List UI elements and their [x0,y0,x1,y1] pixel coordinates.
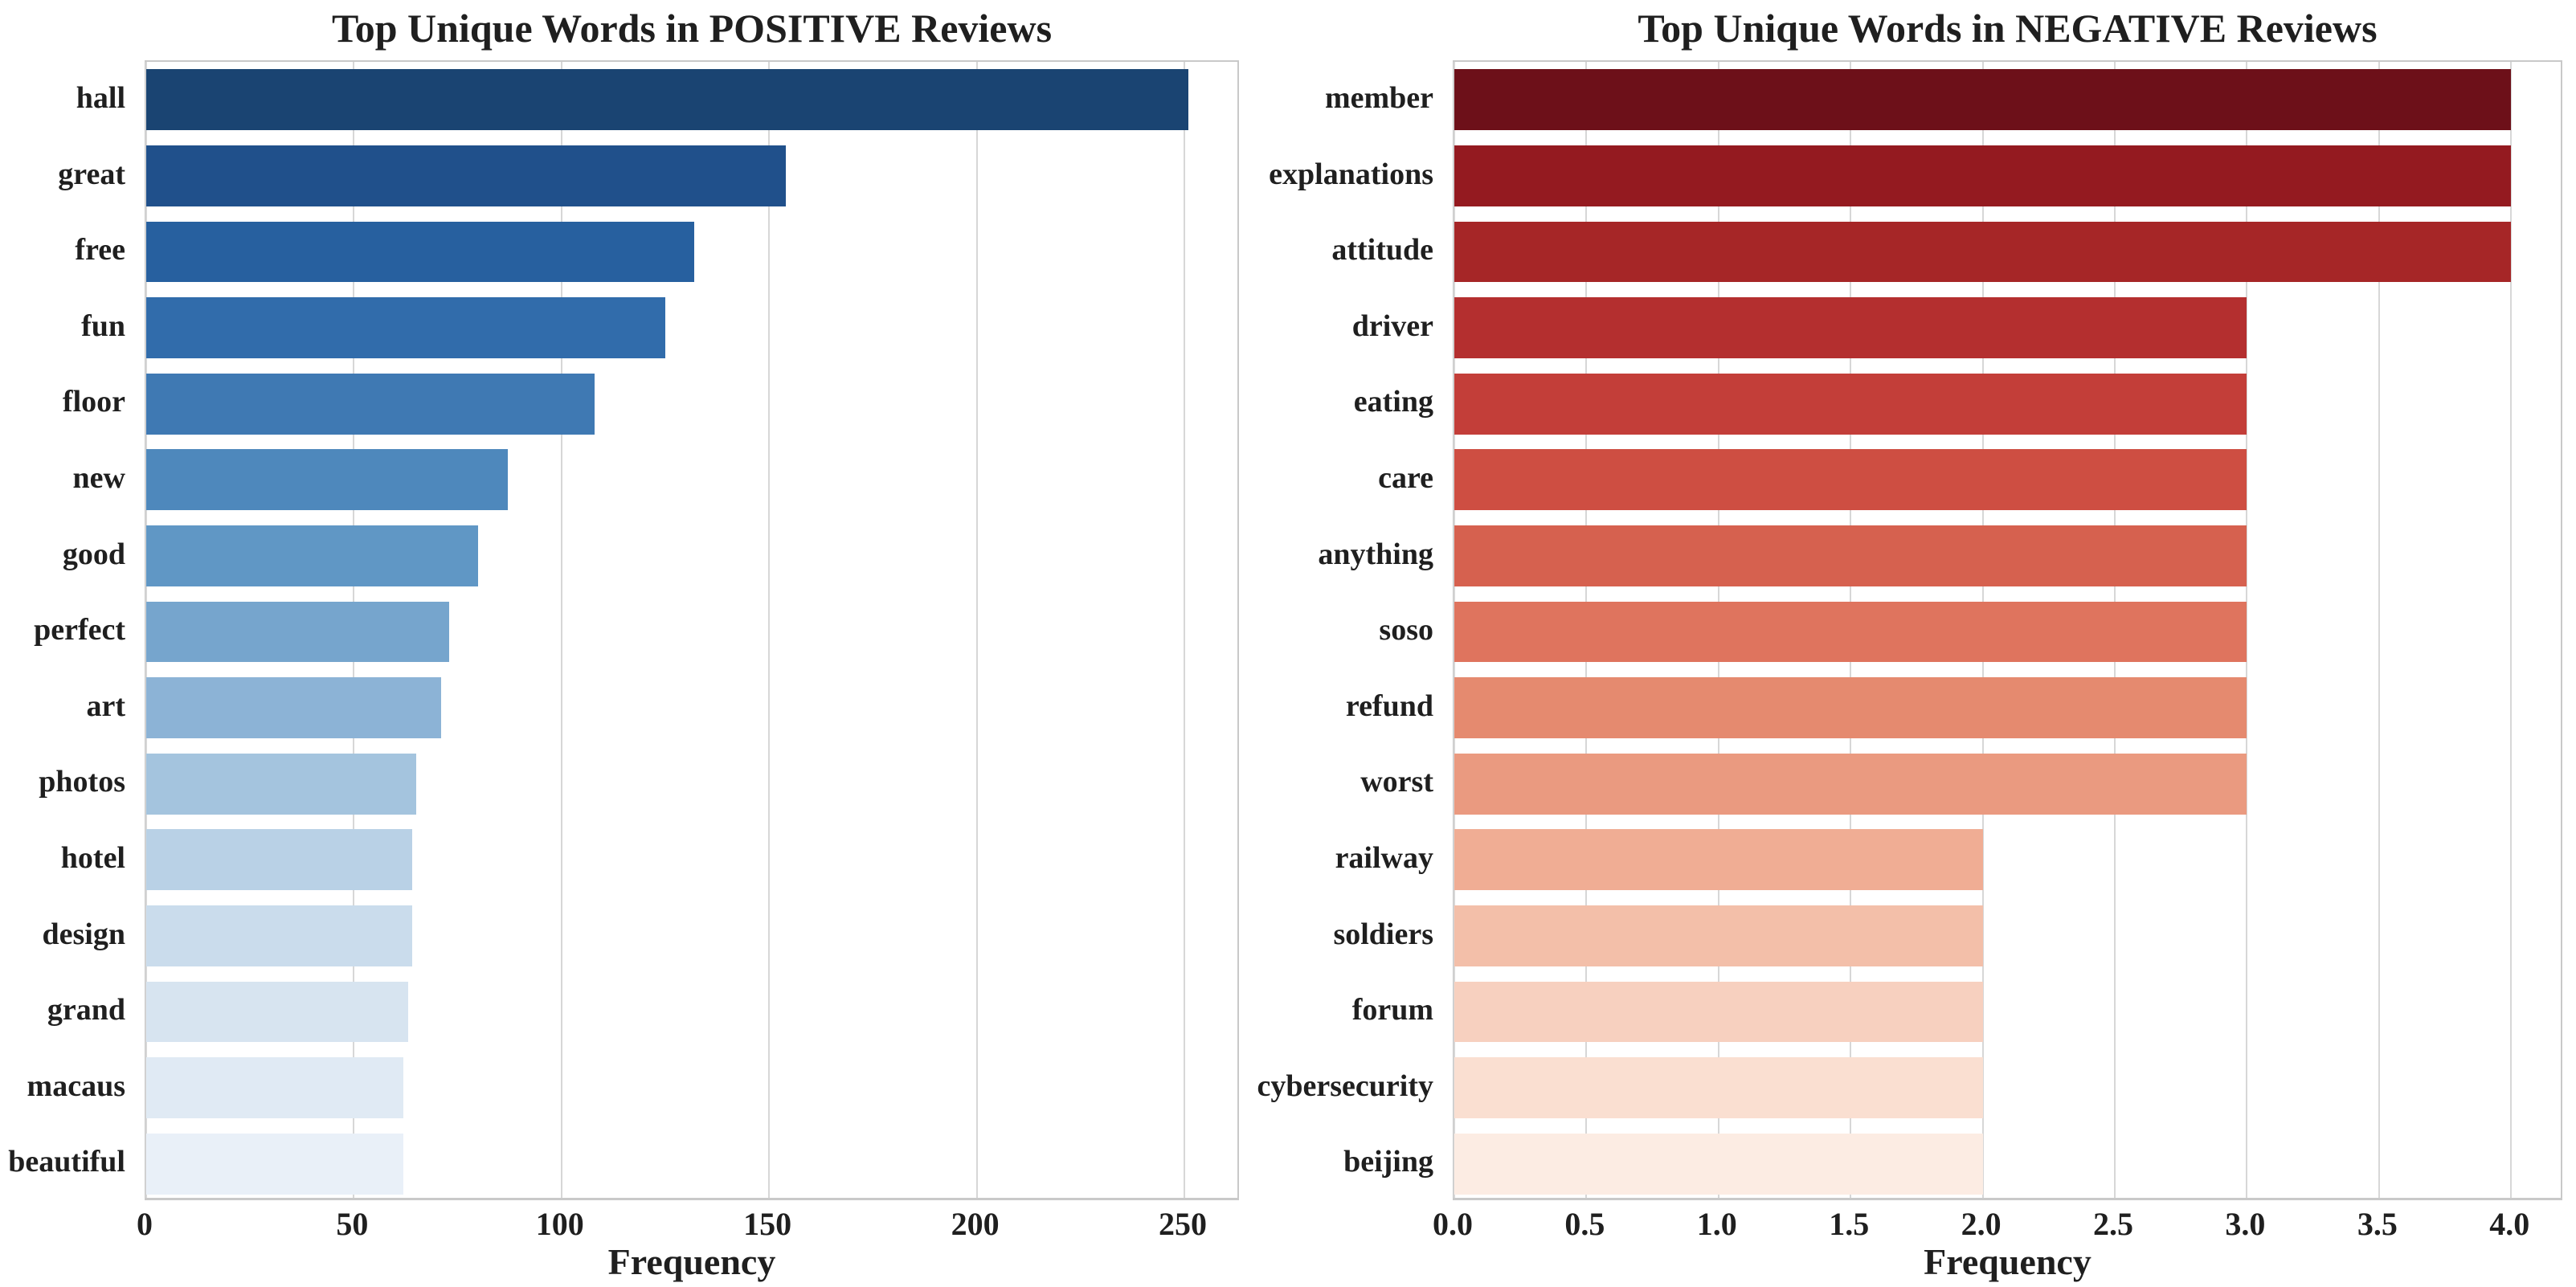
x-axis-title: Frequency [1924,1241,2091,1282]
category-label-hotel: hotel [60,841,125,875]
bar-soldiers [1454,905,1983,966]
bar-perfect [146,601,450,663]
category-label-attitude: attitude [1331,233,1433,268]
bar-worst [1454,753,2247,815]
x-tick-label: 4.0 [2489,1206,2530,1242]
bar-member [1454,69,2512,131]
gridline [2510,62,2513,1198]
bar-attitude [1454,221,2512,283]
y-axis-category-labels: hall great free fun floor new good perfect art ph… [0,60,135,1200]
bar-grand [146,981,408,1043]
x-tick-label: 0 [137,1206,153,1242]
x-tick-label: 150 [743,1206,792,1242]
category-label-great: great [58,157,125,191]
bar-forum [1454,981,1983,1043]
category-label-free: free [75,233,125,268]
x-tick-label: 2.5 [2093,1206,2134,1242]
x-tick-label: 100 [535,1206,584,1242]
bar-railway [1454,829,1983,891]
category-label-fun: fun [81,308,125,343]
category-label-macaus: macaus [27,1068,125,1103]
category-label-perfect: perfect [34,613,125,648]
bar-refund [1454,677,2247,738]
category-label-new: new [72,461,125,495]
x-tick-label: 1.0 [1696,1206,1737,1242]
x-tick-label: 3.0 [2225,1206,2266,1242]
gridline [2246,62,2248,1198]
category-label-explanations: explanations [1269,157,1433,191]
category-label-soso: soso [1379,613,1433,648]
gridline [1183,62,1185,1198]
bar-beijing [1454,1133,1983,1195]
bar-macaus [146,1057,404,1118]
category-label-art: art [86,688,125,723]
bar-great [146,145,786,206]
category-label-worst: worst [1360,765,1433,799]
bar-good [146,525,479,586]
bar-soso [1454,601,2247,663]
category-label-refund: refund [1345,688,1433,723]
bar-floor [146,373,595,435]
chart-title-positive: Top Unique Words in POSITIVE Reviews [331,6,1053,51]
y-axis-category-labels: member explanations attitude driver eating ca… [1241,60,1443,1200]
category-label-driver: driver [1351,308,1433,343]
category-label-photos: photos [39,765,125,799]
x-tick-label: 50 [336,1206,369,1242]
gridline [768,62,771,1198]
x-tick-label: 250 [1158,1206,1207,1242]
chart-title-negative: Top Unique Words in NEGATIVE Reviews [1638,6,2378,51]
category-label-eating: eating [1353,385,1433,419]
bar-beautiful [146,1133,404,1195]
bar-photos [146,753,416,815]
bar-fun [146,297,665,358]
x-axis-tick-labels: 0 50 100 150 200 250 [137,1206,1239,1247]
x-tick-label: 0.5 [1564,1206,1605,1242]
category-label-railway: railway [1335,841,1433,875]
gridline [2378,62,2380,1198]
bar-explanations [1454,145,2512,206]
category-label-member: member [1324,81,1433,115]
category-label-design: design [42,917,125,951]
bar-cybersecurity [1454,1057,1983,1118]
plot-area-negative [1453,60,2562,1200]
x-tick-label: 1.5 [1829,1206,1870,1242]
bar-free [146,221,695,283]
x-tick-label: 200 [951,1206,1000,1242]
category-label-hall: hall [76,81,125,115]
category-label-good: good [62,537,125,571]
category-label-soldiers: soldiers [1333,917,1433,951]
bar-new [146,449,508,511]
category-label-beautiful: beautiful [8,1145,125,1179]
gridline [975,62,978,1198]
category-label-cybersecurity: cybersecurity [1257,1068,1433,1103]
category-label-beijing: beijing [1343,1145,1433,1179]
category-label-forum: forum [1351,993,1433,1028]
category-label-care: care [1378,461,1433,495]
bar-hall [146,69,1189,131]
category-label-anything: anything [1318,537,1433,571]
bar-hotel [146,829,412,891]
plot-area-positive [145,60,1239,1200]
bar-design [146,905,412,966]
category-label-grand: grand [47,993,125,1028]
bar-art [146,677,441,738]
x-axis-title: Frequency [607,1241,776,1282]
x-axis-tick-labels: 0.0 0.5 1.0 1.5 2.0 2.5 3.0 3.5 4.0 [1433,1206,2562,1247]
bar-driver [1454,297,2247,358]
x-tick-label: 2.0 [1961,1206,2002,1242]
x-tick-label: 0.0 [1433,1206,1473,1242]
bar-anything [1454,525,2247,586]
bar-care [1454,449,2247,511]
bar-eating [1454,373,2247,435]
gridline [560,62,562,1198]
x-tick-label: 3.5 [2357,1206,2398,1242]
category-label-floor: floor [62,385,125,419]
